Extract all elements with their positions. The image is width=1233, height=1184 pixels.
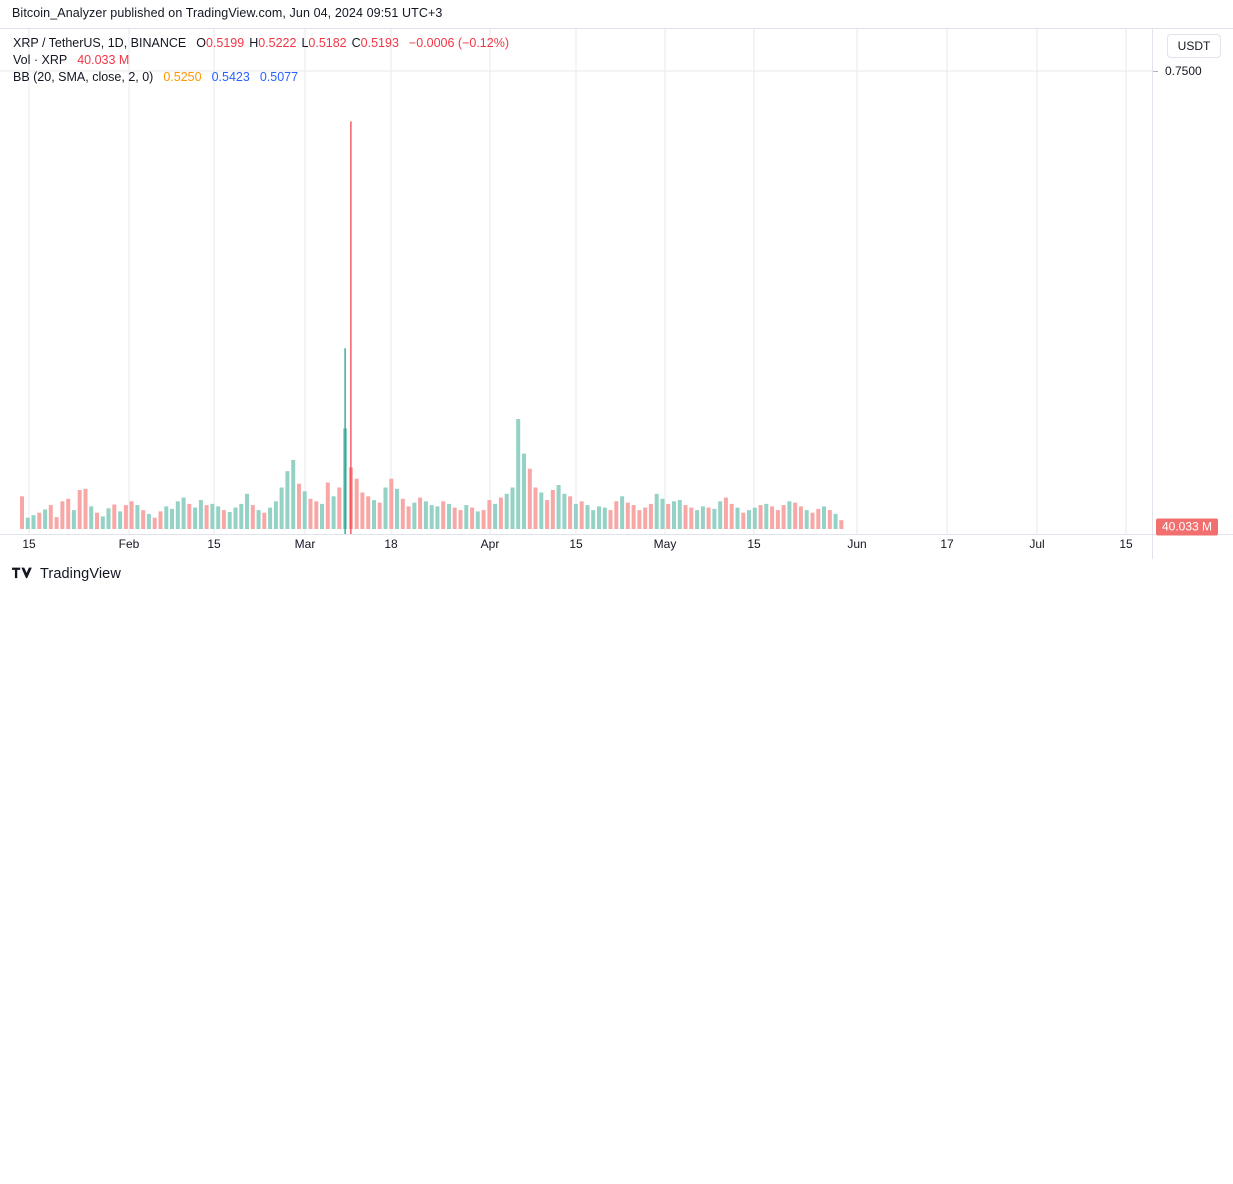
bb-legend-label[interactable]: BB (20, SMA, close, 2, 0) xyxy=(13,70,154,84)
ohlc-close-value: 0.5193 xyxy=(360,36,399,50)
ohlc-high-value: 0.5222 xyxy=(258,36,297,50)
bb-upper-value: 0.5423 xyxy=(211,70,250,84)
time-tick-3: Mar xyxy=(294,537,316,551)
time-tick-11: Jul xyxy=(1029,537,1045,551)
axis-separator xyxy=(1152,533,1153,559)
time-tick-10: 17 xyxy=(940,537,954,551)
volume-legend-label[interactable]: Vol · XRP xyxy=(13,53,68,67)
chart-frame: XRP / TetherUS, 1D, BINANCE O0.5199 H0.522… xyxy=(0,28,1233,536)
currency-unit-button[interactable]: USDT xyxy=(1167,34,1221,58)
tradingview-chart-screenshot: Bitcoin_Analyzer published on TradingVie… xyxy=(0,6,1233,582)
ohlc-close-label: C xyxy=(351,36,361,50)
ohlc-high-label: H xyxy=(249,36,259,50)
volume-legend-value: 40.033 M xyxy=(77,53,130,67)
legend-symbol-row: XRP / TetherUS, 1D, BINANCE O0.5199 H0.522… xyxy=(13,35,509,52)
ohlc-low-label: L xyxy=(301,36,309,50)
time-tick-9: Jun xyxy=(847,537,867,551)
tradingview-brand: TradingView xyxy=(40,566,121,582)
tradingview-footer: TradingView xyxy=(12,566,121,582)
price-axis[interactable]: USDT 0.75000.70000.65000.60000.55000.500… xyxy=(1152,29,1233,536)
chart-legend: XRP / TetherUS, 1D, BINANCE O0.5199 H0.522… xyxy=(13,35,509,86)
time-tick-4: 18 xyxy=(384,537,398,551)
ohlc-low-value: 0.5182 xyxy=(308,36,347,50)
attribution-text: Bitcoin_Analyzer published on TradingVie… xyxy=(12,6,443,20)
ohlc-open-value: 0.5199 xyxy=(205,36,245,50)
time-tick-8: 15 xyxy=(747,537,761,551)
ohlc-change-value: −0.0006 (−0.12%) xyxy=(408,36,509,50)
ohlc-open-label: O xyxy=(196,36,206,50)
price-tick-0.7500: 0.7500 xyxy=(1153,64,1202,78)
time-axis[interactable]: 15 Feb 15 Mar 18 Apr 15 May 15 Jun 17 Jul 15 xyxy=(0,533,1233,559)
legend-volume-row: Vol · XRP 40.033 M xyxy=(13,52,509,69)
chart-canvas[interactable] xyxy=(0,29,1152,534)
chart-pane[interactable] xyxy=(0,29,1152,534)
time-tick-6: 15 xyxy=(569,537,583,551)
volume-label[interactable]: 40.033 M xyxy=(1156,518,1219,536)
legend-symbol[interactable]: XRP / TetherUS, 1D, BINANCE xyxy=(13,36,187,50)
time-tick-1: Feb xyxy=(118,537,140,551)
time-tick-2: 15 xyxy=(207,537,221,551)
time-tick-7: May xyxy=(653,537,677,551)
time-tick-12: 15 xyxy=(1119,537,1133,551)
time-tick-5: Apr xyxy=(480,537,500,551)
bb-lower-value: 0.5077 xyxy=(259,70,299,84)
time-tick-0: 15 xyxy=(22,537,36,551)
legend-bb-row: BB (20, SMA, close, 2, 0) 0.5250 0.5423 0.5… xyxy=(13,69,509,86)
tradingview-logo-icon xyxy=(12,567,32,579)
bb-basis-value: 0.5250 xyxy=(163,70,202,84)
